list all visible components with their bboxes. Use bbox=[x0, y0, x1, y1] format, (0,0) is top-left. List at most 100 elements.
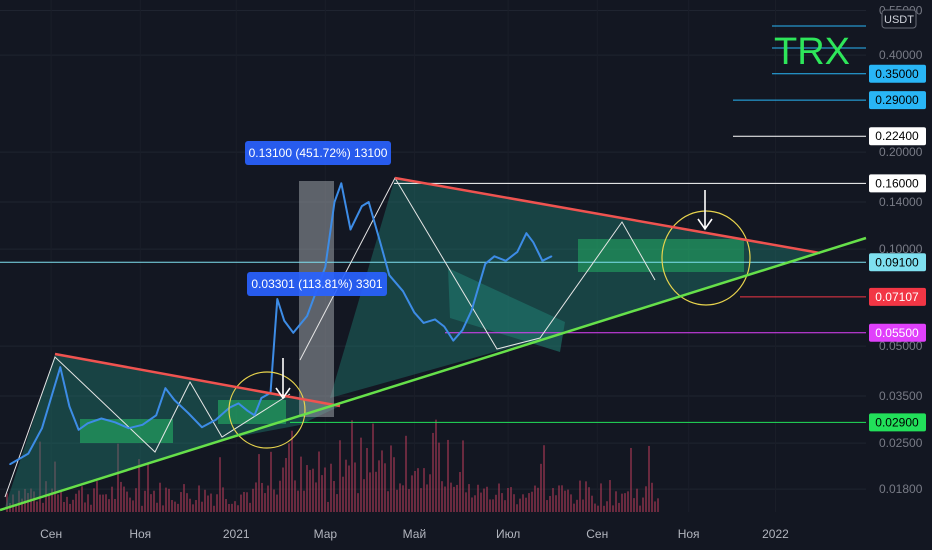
price-point bbox=[114, 421, 116, 424]
volume-bar bbox=[207, 495, 209, 512]
volume-bar bbox=[204, 489, 206, 512]
price-label-box bbox=[869, 64, 926, 83]
volume-bar bbox=[249, 502, 251, 512]
volume-bar bbox=[327, 501, 329, 512]
price-point bbox=[461, 329, 464, 332]
volume-bar bbox=[489, 499, 491, 512]
volume-bar bbox=[648, 445, 650, 512]
currency-badge[interactable]: USDT bbox=[881, 9, 917, 29]
volume-bar bbox=[504, 500, 506, 512]
volume-bar bbox=[423, 468, 425, 512]
price-point bbox=[306, 315, 308, 317]
volume-bar bbox=[399, 483, 401, 512]
volume-bar bbox=[153, 490, 155, 512]
volume-bar bbox=[522, 494, 524, 512]
volume-bar bbox=[621, 493, 623, 512]
volume-bar bbox=[435, 419, 437, 512]
volume-bar bbox=[480, 492, 482, 512]
volume-bar bbox=[429, 474, 431, 512]
volume-bar bbox=[96, 481, 98, 512]
volume-bar bbox=[408, 489, 410, 512]
x-tick-label: Ноя bbox=[678, 527, 700, 541]
support-zone-2 bbox=[218, 400, 286, 424]
volume-bar bbox=[642, 497, 644, 512]
arrow-down-icon bbox=[275, 358, 291, 400]
price-point bbox=[246, 409, 249, 412]
price-axis[interactable]: 0.01800 0.02500 0.03500 0.05000 0.10000 0.140… bbox=[869, 4, 926, 497]
price-label-box bbox=[869, 253, 926, 272]
volume-bar bbox=[243, 491, 245, 512]
price-point bbox=[470, 309, 473, 312]
volume-bar bbox=[300, 456, 302, 512]
measure-label-top[interactable]: 0.13100 (451.72%) 13100 bbox=[245, 141, 391, 165]
volume-bar bbox=[324, 467, 326, 512]
volume-bar bbox=[624, 493, 626, 512]
volume-bar bbox=[306, 465, 308, 512]
price-point bbox=[541, 259, 544, 262]
volume-bar bbox=[579, 480, 581, 512]
volume-bar bbox=[372, 423, 374, 512]
volume-bar bbox=[432, 432, 434, 512]
volume-bar bbox=[36, 501, 38, 512]
wave-pattern-left bbox=[4, 356, 291, 498]
volume-bar bbox=[177, 503, 179, 512]
volume-bar bbox=[585, 481, 587, 512]
price-point bbox=[214, 419, 217, 421]
volume-bar bbox=[195, 500, 197, 512]
volume-bar bbox=[270, 451, 272, 512]
volume-bar bbox=[159, 482, 161, 512]
volume-bar bbox=[150, 494, 152, 512]
time-axis[interactable]: Сен Ноя 2021 Мар Май Июл Сен Ноя 2022 bbox=[40, 527, 789, 541]
volume-bar bbox=[549, 495, 551, 512]
price-label-box bbox=[869, 287, 926, 306]
volume-bar bbox=[618, 502, 620, 512]
price-label-text: 0.05500 bbox=[875, 326, 919, 340]
volume-bar bbox=[378, 460, 380, 512]
volume-bar bbox=[453, 486, 455, 512]
volume-bar bbox=[501, 493, 503, 512]
symbol-title: TRX bbox=[774, 31, 850, 73]
price-label: 0.35000 bbox=[869, 64, 926, 83]
y-tick-label: 0.03500 bbox=[879, 389, 923, 403]
volume-bar bbox=[318, 451, 320, 512]
volume-bar bbox=[516, 504, 518, 512]
price-point bbox=[516, 251, 519, 253]
y-tick-label: 0.20000 bbox=[879, 145, 923, 159]
volume-bar bbox=[198, 485, 200, 512]
volume-bar bbox=[636, 488, 638, 512]
volume-bar bbox=[555, 495, 557, 512]
volume-bar bbox=[168, 488, 170, 512]
price-point bbox=[367, 201, 370, 203]
y-tick-label: 0.40000 bbox=[879, 48, 923, 62]
volume-bar bbox=[537, 487, 539, 512]
volume-bar bbox=[513, 494, 515, 512]
volume-bar bbox=[312, 468, 314, 512]
volume-bar bbox=[570, 494, 572, 512]
volume-bar bbox=[273, 489, 275, 512]
volume-bar bbox=[60, 491, 62, 512]
measure-label-bottom[interactable]: 0.03301 (113.81%) 3301 bbox=[247, 272, 387, 296]
price-label: 0.16000 bbox=[869, 174, 926, 193]
price-point bbox=[164, 387, 167, 390]
volume-bar bbox=[261, 482, 263, 512]
price-point bbox=[443, 325, 445, 328]
volume-bar bbox=[126, 491, 128, 512]
volume-bar bbox=[474, 495, 476, 512]
volume-bar bbox=[396, 489, 398, 512]
price-point bbox=[276, 298, 279, 300]
y-tick-label: 0.02500 bbox=[879, 436, 923, 450]
volume-bar bbox=[588, 487, 590, 512]
volume-bar bbox=[417, 468, 419, 512]
resistance-line-1 bbox=[54, 352, 341, 408]
volume-bar bbox=[309, 469, 311, 512]
volume-bar bbox=[525, 497, 527, 512]
volume-bar bbox=[330, 463, 332, 512]
volume-bar bbox=[468, 484, 470, 512]
price-point bbox=[86, 422, 89, 425]
volume-bar bbox=[606, 501, 608, 512]
volume-bar bbox=[180, 492, 182, 512]
volume-bar bbox=[24, 488, 26, 512]
volume-bar bbox=[552, 488, 554, 512]
volume-bar bbox=[144, 490, 146, 512]
